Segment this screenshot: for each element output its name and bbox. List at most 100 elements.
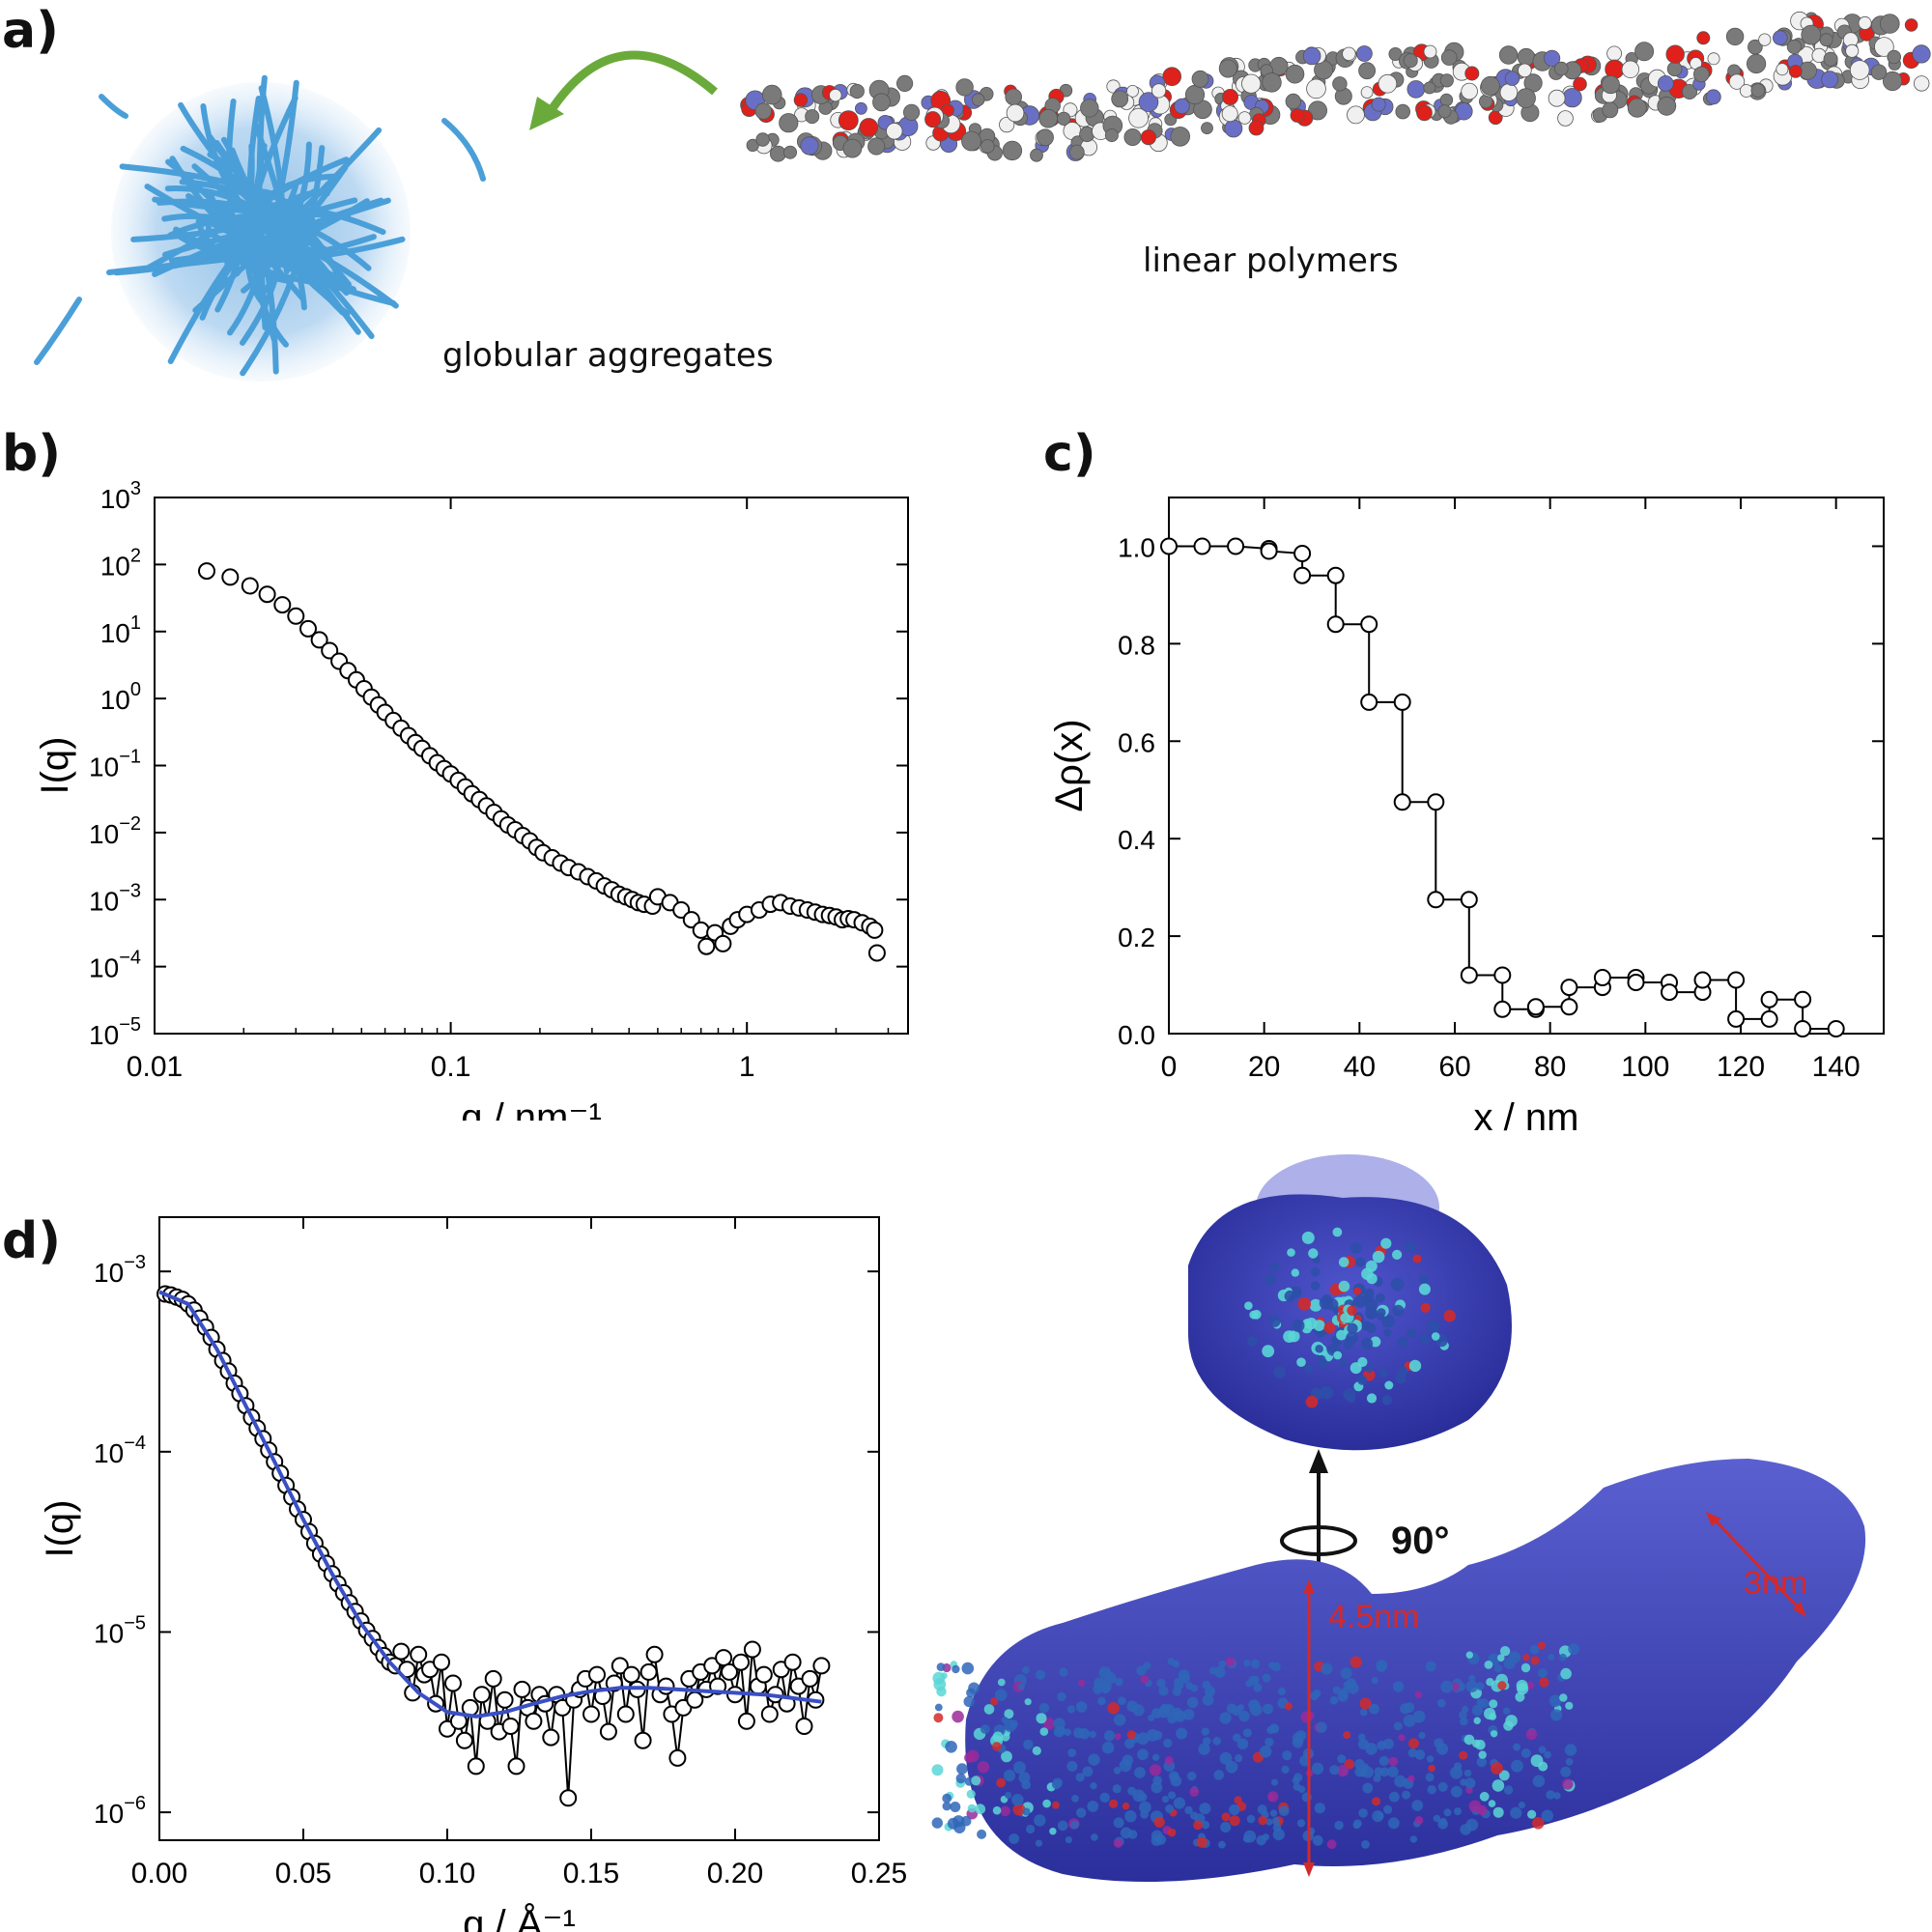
atom bbox=[1090, 1781, 1097, 1790]
atom bbox=[1132, 1704, 1145, 1717]
atom bbox=[1360, 86, 1374, 99]
atom bbox=[1262, 72, 1282, 93]
atom bbox=[1439, 73, 1454, 88]
data-point bbox=[1493, 1000, 1512, 1018]
atom bbox=[1126, 85, 1139, 98]
atom bbox=[1503, 1785, 1514, 1795]
atom bbox=[1296, 1819, 1306, 1828]
atom bbox=[1707, 52, 1720, 66]
data-point bbox=[682, 911, 700, 929]
atom bbox=[1499, 1646, 1511, 1657]
atom bbox=[1112, 1784, 1122, 1794]
x-tick-label: 20 bbox=[1248, 1051, 1280, 1083]
atom bbox=[1776, 63, 1789, 76]
data-point bbox=[484, 1669, 502, 1688]
atom bbox=[1005, 88, 1022, 106]
chart-d-saxs-fit: 0.00 0.05 0.10 0.15 0.20 0.25 10−3 10−4 10−5 10−6… bbox=[39, 1216, 907, 1932]
data-point bbox=[507, 1757, 526, 1776]
atom bbox=[1057, 1820, 1068, 1832]
y-tick-label: 103 bbox=[100, 478, 141, 514]
atom bbox=[1158, 1686, 1169, 1696]
atom bbox=[1459, 1750, 1468, 1760]
data-point bbox=[1794, 990, 1812, 1009]
atom bbox=[1750, 83, 1766, 98]
atom bbox=[1544, 1750, 1551, 1759]
data-point bbox=[1227, 537, 1245, 555]
atom bbox=[977, 1829, 987, 1839]
atom bbox=[1821, 71, 1839, 89]
atom bbox=[1267, 1794, 1275, 1802]
atom bbox=[1845, 43, 1860, 58]
atom bbox=[1246, 1814, 1256, 1824]
atom bbox=[1313, 1690, 1321, 1697]
data-point bbox=[1326, 615, 1345, 634]
data-point bbox=[1827, 1020, 1845, 1037]
atom bbox=[1406, 80, 1426, 99]
atom bbox=[1225, 1657, 1236, 1667]
atom bbox=[1113, 1817, 1124, 1829]
atom bbox=[1353, 1287, 1362, 1295]
data-point bbox=[715, 1649, 733, 1667]
atom bbox=[1311, 1762, 1324, 1775]
atom bbox=[770, 145, 786, 162]
atom bbox=[895, 74, 914, 93]
atom bbox=[1366, 1393, 1378, 1404]
atom bbox=[1465, 1680, 1478, 1692]
atom bbox=[1343, 1388, 1356, 1402]
atom bbox=[1420, 1302, 1431, 1313]
atom bbox=[1308, 100, 1328, 121]
atom bbox=[1526, 1681, 1535, 1690]
fiber bbox=[209, 197, 391, 260]
atom bbox=[1380, 1237, 1392, 1249]
atom bbox=[1384, 1380, 1394, 1390]
atom bbox=[1262, 1345, 1275, 1358]
atom bbox=[1414, 1690, 1423, 1699]
data-point bbox=[732, 1653, 750, 1671]
atom bbox=[1350, 1362, 1362, 1375]
data-point bbox=[1393, 693, 1411, 711]
y-tick-label: 101 bbox=[100, 612, 141, 648]
atom bbox=[1402, 1790, 1411, 1800]
data-point bbox=[1360, 693, 1378, 711]
data-point bbox=[1493, 966, 1512, 984]
data-point bbox=[501, 1718, 520, 1735]
free-fiber bbox=[441, 118, 486, 182]
atom bbox=[1022, 1666, 1030, 1674]
atom bbox=[761, 84, 782, 105]
atom bbox=[1241, 73, 1262, 94]
atom bbox=[1666, 61, 1683, 77]
y-tick-label: 10−4 bbox=[94, 1433, 146, 1468]
panel-d-3d-model: 90° 4.5nm 3nm bbox=[931, 1154, 1866, 1882]
atom bbox=[1823, 51, 1838, 67]
atom bbox=[1532, 1775, 1546, 1788]
atom bbox=[1490, 1730, 1498, 1738]
data-point bbox=[1393, 793, 1411, 811]
atom bbox=[1395, 103, 1410, 120]
atom bbox=[1218, 59, 1237, 78]
data-point bbox=[588, 1665, 606, 1684]
atom bbox=[1435, 1743, 1449, 1755]
atom bbox=[1366, 1273, 1378, 1285]
atom bbox=[1057, 1691, 1066, 1702]
atom bbox=[1174, 1710, 1186, 1722]
atom bbox=[1343, 1731, 1351, 1740]
atom bbox=[1336, 1329, 1347, 1341]
data-point bbox=[622, 1665, 640, 1684]
atom bbox=[1874, 37, 1894, 57]
atom bbox=[1355, 1257, 1366, 1267]
atom bbox=[1251, 1675, 1260, 1684]
atom bbox=[1539, 1677, 1549, 1688]
atom bbox=[1564, 1744, 1577, 1756]
data-point bbox=[812, 1657, 831, 1675]
x-tick-label: 0.01 bbox=[127, 1051, 183, 1083]
atom bbox=[1237, 111, 1252, 125]
atom bbox=[1151, 1834, 1162, 1846]
atom bbox=[967, 1804, 977, 1813]
atom bbox=[1347, 1322, 1358, 1334]
atom bbox=[1602, 101, 1619, 119]
atom bbox=[1479, 1791, 1490, 1802]
atom bbox=[1357, 1739, 1370, 1750]
atom bbox=[1508, 1651, 1520, 1663]
atom bbox=[1693, 66, 1710, 83]
atom bbox=[1196, 1836, 1208, 1848]
